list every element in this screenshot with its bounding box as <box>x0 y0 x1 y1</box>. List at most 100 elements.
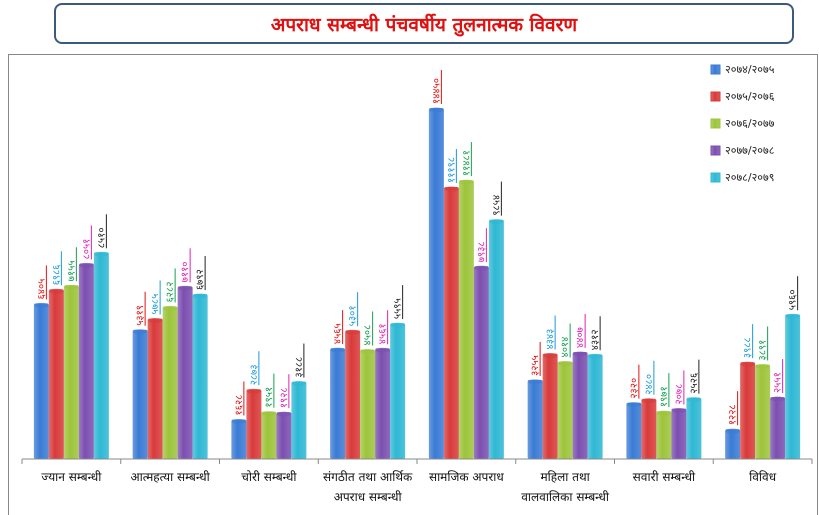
bar-cap-3-0 <box>330 347 345 353</box>
bar-1-0 <box>132 329 148 459</box>
bar-cap-5-4 <box>588 353 603 359</box>
chart-title-box: अपराध सम्बन्धी पंचवर्षीय तुलनात्मक विवरण <box>54 3 794 44</box>
bar-0-4 <box>93 252 109 459</box>
bar-2-2 <box>261 411 277 459</box>
bar-0-3 <box>78 263 94 459</box>
value-label-5-4: ४३१२ <box>590 329 601 350</box>
bar-cap-5-0 <box>528 379 543 385</box>
bar-7-0 <box>725 429 741 459</box>
bar-6-4 <box>686 397 702 459</box>
value-label-6-2: १९७१ <box>659 386 670 407</box>
bar-cap-7-3 <box>770 396 785 402</box>
category-label: ज्यान सम्बन्धी <box>41 470 102 484</box>
bar-cap-0-4 <box>94 251 109 257</box>
value-label-4-2: ११४८१ <box>461 150 472 176</box>
category-label: सवारी सम्बन्धी <box>633 470 696 484</box>
bar-cap-2-1 <box>246 388 261 394</box>
value-label-5-0: ३२५५ <box>530 355 541 376</box>
legend-label: २०७५/२०७६ <box>725 90 775 103</box>
value-label-0-0: ६४०५ <box>36 279 47 300</box>
bar-6-1 <box>641 398 657 459</box>
value-label-7-0: १२२८ <box>728 404 739 425</box>
bar-4-1 <box>443 186 459 459</box>
bar-cap-4-4 <box>489 219 504 225</box>
bar-0-0 <box>33 303 49 459</box>
value-label-5-2: ४०१४ <box>560 337 571 358</box>
category-label: अपराध सम्बन्धी <box>334 490 403 504</box>
category-label: महिला तथा <box>540 470 590 484</box>
value-label-2-2: १९५१ <box>264 387 275 408</box>
value-label-6-3: २०७८ <box>674 384 685 405</box>
bar-cap-4-0 <box>429 107 444 113</box>
category-label: विविध <box>749 470 777 484</box>
bar-7-2 <box>755 364 771 459</box>
value-label-4-1: १११९८ <box>446 157 457 183</box>
chart-frame <box>8 54 818 515</box>
value-label-0-2: ७१५५ <box>66 260 77 281</box>
bar-cap-2-0 <box>231 418 246 424</box>
bar-1-2 <box>162 306 178 459</box>
bar-cap-0-0 <box>34 302 49 308</box>
bar-5-4 <box>587 354 603 459</box>
bar-cap-7-2 <box>755 363 770 369</box>
bar-0-2 <box>63 285 79 459</box>
legend-label: २०७६/२०७७ <box>725 117 775 130</box>
value-label-7-3: २५५१ <box>773 372 784 393</box>
bar-cap-0-3 <box>79 262 94 268</box>
bar-2-3 <box>276 412 292 459</box>
bar-cap-3-2 <box>360 348 375 354</box>
category-label: सामजिक अपराध <box>429 470 504 484</box>
value-label-5-3: ४४०७ <box>575 327 586 348</box>
bar-1-3 <box>177 286 193 459</box>
value-label-0-4: ८५१० <box>96 227 107 248</box>
value-label-2-1: २८७३ <box>249 364 260 385</box>
bar-cap-4-3 <box>474 265 489 271</box>
value-label-0-3: ८०५१ <box>81 239 92 260</box>
bar-4-2 <box>458 180 474 459</box>
bar-7-3 <box>770 397 786 459</box>
legend-swatch <box>710 172 721 183</box>
bar-cap-6-3 <box>671 408 686 414</box>
bar-3-3 <box>375 348 391 459</box>
bar-cap-6-2 <box>656 410 671 416</box>
bar-0-1 <box>48 289 64 459</box>
bar-3-1 <box>345 330 361 459</box>
bar-2-0 <box>231 419 247 459</box>
bar-cap-1-0 <box>133 329 148 335</box>
bar-3-0 <box>330 348 346 459</box>
bar-cap-5-3 <box>573 351 588 357</box>
bar-6-0 <box>626 402 642 459</box>
value-label-2-4: ३१८८ <box>294 357 305 378</box>
bar-4-4 <box>488 219 504 459</box>
bar-2-4 <box>291 381 307 459</box>
bar-cap-1-1 <box>148 317 163 323</box>
value-label-6-1: २४८० <box>644 374 655 395</box>
bar-5-2 <box>557 361 573 459</box>
bar-1-4 <box>192 294 208 459</box>
value-label-7-4: ५९६० <box>788 289 799 310</box>
bar-cap-6-4 <box>686 397 701 403</box>
legend-label: २०७७/२०७८ <box>725 144 775 157</box>
bar-7-1 <box>740 362 756 459</box>
value-label-1-2: ६२८२ <box>165 282 176 303</box>
bar-4-3 <box>473 266 489 459</box>
bar-4-0 <box>428 108 444 459</box>
bar-cap-6-0 <box>626 402 641 408</box>
bar-cap-5-1 <box>543 353 558 359</box>
bar-5-1 <box>542 353 558 459</box>
value-label-7-2: ३८९१ <box>758 340 769 361</box>
value-label-3-3: ४५६१ <box>378 323 389 344</box>
value-label-3-0: ४५६५ <box>333 323 344 344</box>
bar-1-1 <box>147 318 163 459</box>
bar-3-2 <box>360 349 376 459</box>
legend-swatch <box>710 64 721 75</box>
bar-cap-1-4 <box>193 293 208 299</box>
value-label-2-0: १६२८ <box>234 395 245 416</box>
legend-label: २०७८/२०७९ <box>725 171 774 184</box>
value-label-3-1: ५३०१ <box>348 305 359 326</box>
bar-5-3 <box>572 351 588 459</box>
bar-cap-3-1 <box>345 329 360 335</box>
legend-label: २०७४/२०७५ <box>725 63 775 76</box>
value-label-1-4: ६७९२ <box>195 269 206 290</box>
